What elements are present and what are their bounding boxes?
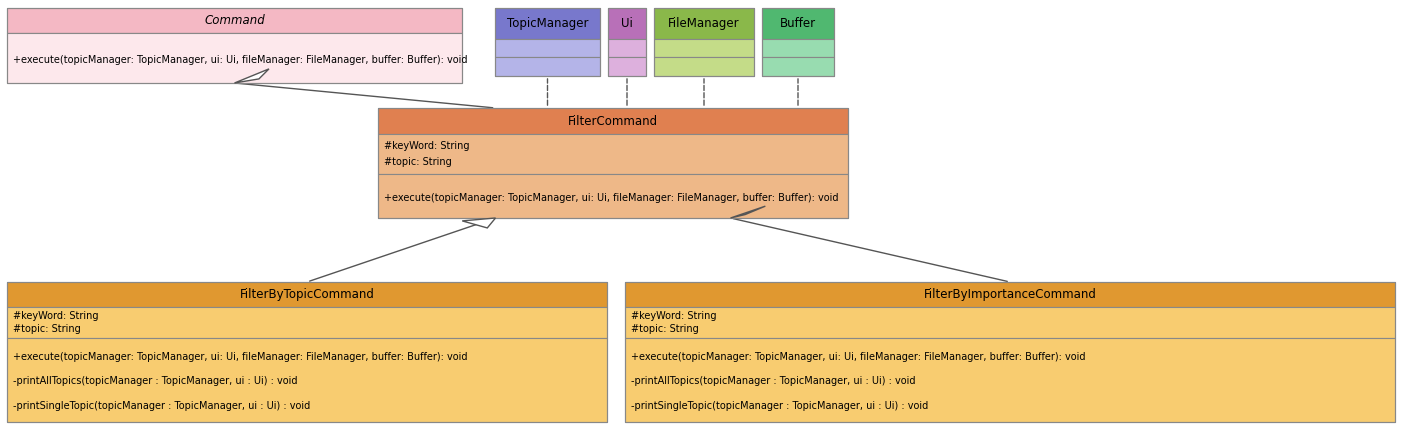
Bar [654, 39, 754, 57]
Text: -printSingleTopic(topicManager : TopicManager, ui : Ui) : void: -printSingleTopic(topicManager : TopicMa… [630, 401, 927, 411]
Bar [7, 33, 462, 83]
Bar [608, 8, 646, 76]
Bar [495, 57, 600, 76]
Bar [378, 174, 848, 218]
Bar [654, 57, 754, 76]
Text: +execute(topicManager: TopicManager, ui: Ui, fileManager: FileManager, buffer: B: +execute(topicManager: TopicManager, ui:… [630, 352, 1086, 362]
Text: FilterCommand: FilterCommand [567, 115, 658, 128]
Bar [625, 282, 1395, 307]
Bar [7, 8, 462, 83]
Bar [495, 8, 600, 39]
Text: FileManager: FileManager [668, 17, 740, 30]
Text: #topic: String: #topic: String [630, 324, 698, 334]
Bar [495, 39, 600, 57]
Polygon shape [462, 218, 496, 228]
Bar [378, 134, 848, 174]
Bar [654, 8, 754, 76]
Text: #keyWord: String: #keyWord: String [13, 311, 98, 321]
Text: FilterByImportanceCommand: FilterByImportanceCommand [923, 288, 1097, 301]
Bar [7, 307, 607, 338]
Polygon shape [730, 206, 765, 218]
Bar [625, 282, 1395, 422]
Text: Ui: Ui [621, 17, 633, 30]
Bar [625, 338, 1395, 422]
Bar [608, 8, 646, 39]
Bar [7, 338, 607, 422]
Bar [762, 8, 834, 39]
Bar [762, 39, 834, 57]
Bar [7, 282, 607, 307]
Bar [625, 307, 1395, 338]
Text: #topic: String: #topic: String [13, 324, 80, 334]
Bar [762, 57, 834, 76]
Bar [654, 8, 754, 39]
Text: Buffer: Buffer [780, 17, 815, 30]
Polygon shape [234, 69, 269, 83]
Text: FilterByTopicCommand: FilterByTopicCommand [240, 288, 374, 301]
Bar [762, 8, 834, 76]
Bar [7, 282, 607, 422]
Bar [608, 57, 646, 76]
Text: TopicManager: TopicManager [507, 17, 588, 30]
Text: -printSingleTopic(topicManager : TopicManager, ui : Ui) : void: -printSingleTopic(topicManager : TopicMa… [13, 401, 310, 411]
Text: -printAllTopics(topicManager : TopicManager, ui : Ui) : void: -printAllTopics(topicManager : TopicMana… [13, 376, 297, 386]
Text: +execute(topicManager: TopicManager, ui: Ui, fileManager: FileManager, buffer: B: +execute(topicManager: TopicManager, ui:… [384, 193, 838, 203]
Text: #topic: String: #topic: String [384, 157, 451, 167]
Text: +execute(topicManager: TopicManager, ui: Ui, fileManager: FileManager, buffer: B: +execute(topicManager: TopicManager, ui:… [13, 352, 467, 362]
Bar [608, 39, 646, 57]
Text: -printAllTopics(topicManager : TopicManager, ui : Ui) : void: -printAllTopics(topicManager : TopicMana… [630, 376, 915, 386]
Text: +execute(topicManager: TopicManager, ui: Ui, fileManager: FileManager, buffer: B: +execute(topicManager: TopicManager, ui:… [13, 55, 467, 65]
Text: #keyWord: String: #keyWord: String [384, 141, 469, 151]
Bar [378, 108, 848, 134]
Bar [7, 8, 462, 33]
Text: #keyWord: String: #keyWord: String [630, 311, 716, 321]
Text: Command: Command [205, 14, 265, 27]
Bar [378, 108, 848, 218]
Bar [495, 8, 600, 76]
